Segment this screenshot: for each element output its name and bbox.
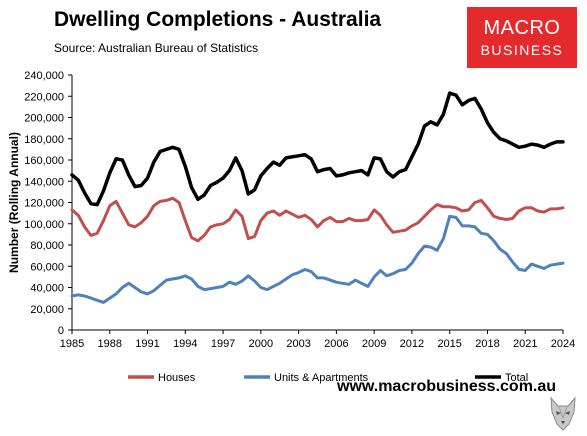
x-tick-label: 1985 bbox=[60, 338, 84, 350]
y-tick-label: 140,000 bbox=[24, 176, 64, 188]
y-tick-label: 200,000 bbox=[24, 113, 64, 125]
x-tick-label: 2015 bbox=[437, 338, 461, 350]
y-tick-label: 100,000 bbox=[24, 219, 64, 231]
y-tick-label: 160,000 bbox=[24, 155, 64, 167]
legend-label: Houses bbox=[158, 372, 196, 384]
y-axis-label: Number (Rolling Annual) bbox=[7, 132, 21, 273]
y-tick-label: 240,000 bbox=[24, 70, 64, 82]
y-tick-label: 0 bbox=[58, 325, 64, 337]
wolf-icon bbox=[547, 396, 579, 432]
website-url: www.macrobusiness.com.au bbox=[337, 378, 556, 396]
y-tick-label: 20,000 bbox=[30, 304, 64, 316]
x-tick-label: 2018 bbox=[475, 338, 499, 350]
y-tick-label: 180,000 bbox=[24, 134, 64, 146]
series-line-units-apartments bbox=[72, 216, 563, 302]
x-tick-label: 2003 bbox=[286, 338, 310, 350]
x-tick-label: 1997 bbox=[211, 338, 235, 350]
x-tick-label: 1988 bbox=[98, 338, 122, 350]
x-tick-label: 1991 bbox=[135, 338, 159, 350]
y-tick-label: 80,000 bbox=[30, 240, 64, 252]
x-tick-label: 2012 bbox=[400, 338, 424, 350]
y-tick-label: 220,000 bbox=[24, 91, 64, 103]
x-tick-label: 2000 bbox=[249, 338, 273, 350]
x-tick-label: 2024 bbox=[551, 338, 575, 350]
series-line-total bbox=[72, 93, 563, 205]
x-tick-label: 2021 bbox=[513, 338, 537, 350]
y-tick-label: 40,000 bbox=[30, 283, 64, 295]
y-tick-label: 60,000 bbox=[30, 261, 64, 273]
y-tick-label: 120,000 bbox=[24, 198, 64, 210]
x-tick-label: 1994 bbox=[173, 338, 197, 350]
x-tick-label: 2006 bbox=[324, 338, 348, 350]
x-tick-label: 2009 bbox=[362, 338, 386, 350]
